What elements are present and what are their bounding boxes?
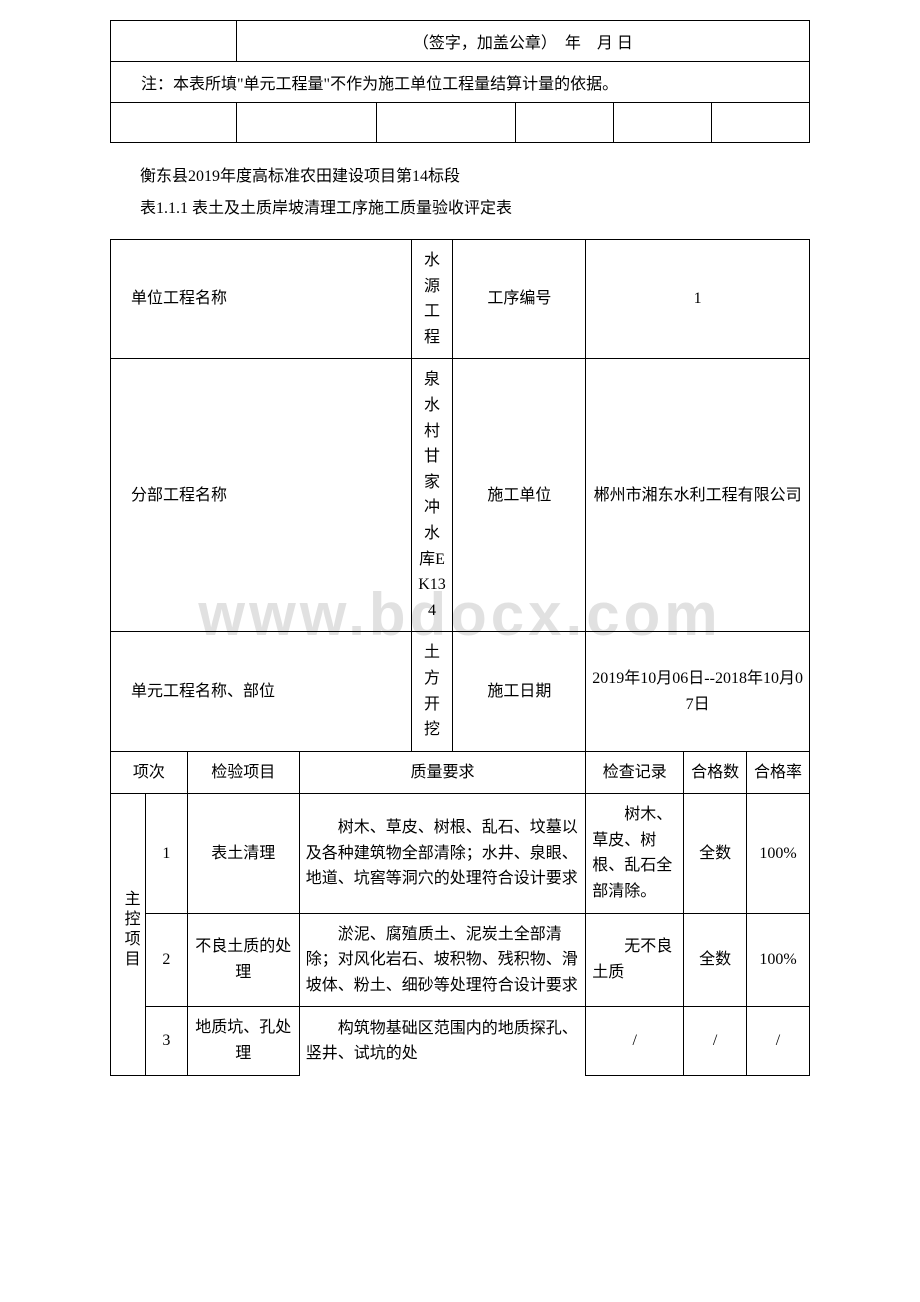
group-label: 主控项目: [111, 794, 146, 1075]
content: （签字，加盖公章） 年 月 日 注：本表所填"单元工程量"不作为施工单位工程量结…: [110, 20, 810, 1076]
sub-label: 分部工程名称: [111, 359, 412, 632]
project-title: 衡东县2019年度高标准农田建设项目第14标段: [140, 161, 810, 193]
row-count: /: [684, 1007, 747, 1075]
main-table: 单位工程名称 水源工程 工序编号 1 分部工程名称 泉水村甘家冲水库EK134 …: [110, 239, 810, 1076]
row-rec: 树木、草皮、树根、乱石全部清除。: [586, 794, 684, 913]
procno-value: 1: [586, 240, 810, 359]
empty-cell: [111, 103, 237, 143]
col-passrate: 合格率: [747, 751, 810, 794]
table-title: 表1.1.1 表土及土质岸坡清理工序施工质量验收评定表: [140, 193, 810, 225]
row-rate: 100%: [747, 913, 810, 1007]
constr-date-label: 施工日期: [453, 632, 586, 751]
col-itemno: 项次: [111, 751, 188, 794]
row-rec: /: [586, 1007, 684, 1075]
constr-unit-value: 郴州市湘东水利工程有限公司: [586, 359, 810, 632]
row-no: 2: [145, 913, 187, 1007]
row-req: 淤泥、腐殖质土、泥炭土全部清除；对风化岩石、坡积物、残积物、滑坡体、粉土、细砂等…: [299, 913, 586, 1007]
constr-date-value: 2019年10月06日--2018年10月07日: [586, 632, 810, 751]
empty-cell: [516, 103, 614, 143]
unit-label: 单位工程名称: [111, 240, 412, 359]
row-rate: 100%: [747, 794, 810, 913]
unit-value: 水源工程: [411, 240, 453, 359]
table-row: 2 不良土质的处理 淤泥、腐殖质土、泥炭土全部清除；对风化岩石、坡积物、残积物、…: [111, 913, 810, 1007]
row-count: 全数: [684, 913, 747, 1007]
row-item: 不良土质的处理: [187, 913, 299, 1007]
note-cell: 注：本表所填"单元工程量"不作为施工单位工程量结算计量的依据。: [111, 62, 810, 103]
top-fragment-table: （签字，加盖公章） 年 月 日 注：本表所填"单元工程量"不作为施工单位工程量结…: [110, 20, 810, 143]
constr-unit-label: 施工单位: [453, 359, 586, 632]
row-rate: /: [747, 1007, 810, 1075]
sub-value: 泉水村甘家冲水库EK134: [411, 359, 453, 632]
elem-value: 土方开挖: [411, 632, 453, 751]
procno-label: 工序编号: [453, 240, 586, 359]
col-checkitem: 检验项目: [187, 751, 299, 794]
col-passcount: 合格数: [684, 751, 747, 794]
row-item: 表土清理: [187, 794, 299, 913]
row-req: 构筑物基础区范围内的地质探孔、竖井、试坑的处: [299, 1007, 586, 1075]
titles-block: 衡东县2019年度高标准农田建设项目第14标段 表1.1.1 表土及土质岸坡清理…: [140, 161, 810, 225]
row-count: 全数: [684, 794, 747, 913]
table-row: 主控项目 1 表土清理 树木、草皮、树根、乱石、坟墓以及各种建筑物全部清除；水井…: [111, 794, 810, 913]
empty-cell: [376, 103, 516, 143]
col-qualityreq: 质量要求: [299, 751, 586, 794]
empty-cell: [111, 21, 237, 62]
col-checkrec: 检查记录: [586, 751, 684, 794]
empty-cell: [712, 103, 810, 143]
row-no: 1: [145, 794, 187, 913]
signature-cell: （签字，加盖公章） 年 月 日: [236, 21, 809, 62]
row-req: 树木、草皮、树根、乱石、坟墓以及各种建筑物全部清除；水井、泉眼、地道、坑窖等洞穴…: [299, 794, 586, 913]
row-no: 3: [145, 1007, 187, 1075]
empty-cell: [614, 103, 712, 143]
elem-label: 单元工程名称、部位: [111, 632, 412, 751]
table-row: 3 地质坑、孔处理 构筑物基础区范围内的地质探孔、竖井、试坑的处 / / /: [111, 1007, 810, 1075]
row-rec: 无不良土质: [586, 913, 684, 1007]
row-item: 地质坑、孔处理: [187, 1007, 299, 1075]
empty-cell: [236, 103, 376, 143]
